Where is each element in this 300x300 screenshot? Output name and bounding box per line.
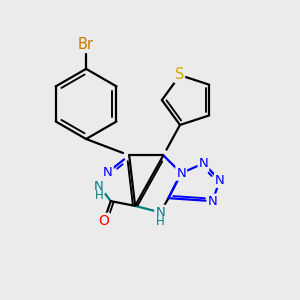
Text: O: O [98, 214, 110, 228]
Text: N: N [208, 195, 217, 208]
Text: S: S [175, 67, 184, 82]
Text: H: H [94, 189, 103, 202]
Text: N: N [94, 180, 104, 193]
Text: N: N [215, 174, 225, 187]
Text: Br: Br [78, 37, 94, 52]
Text: N: N [199, 157, 208, 170]
Text: N: N [176, 167, 186, 180]
Text: N: N [155, 206, 165, 219]
Text: N: N [94, 180, 104, 193]
Text: H: H [156, 215, 165, 228]
Text: N: N [103, 166, 113, 179]
Text: N: N [155, 206, 165, 219]
